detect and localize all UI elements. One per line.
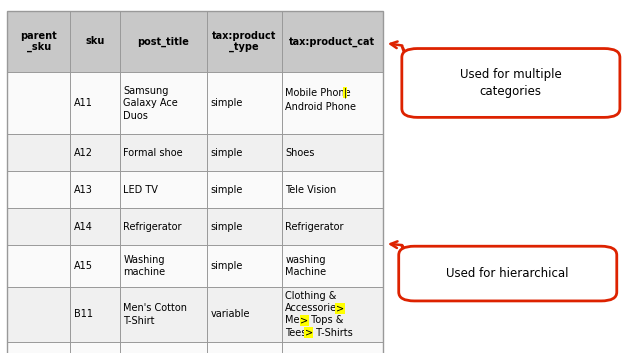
Text: >: >: [336, 303, 344, 313]
Text: A12: A12: [74, 148, 92, 158]
Text: Shoes: Shoes: [285, 148, 315, 158]
Text: A11: A11: [74, 98, 92, 108]
Text: tax:product
_type: tax:product _type: [212, 31, 277, 52]
Text: Tops &: Tops &: [308, 316, 343, 325]
Text: variable: variable: [211, 309, 250, 319]
Text: parent
_sku: parent _sku: [21, 31, 57, 52]
FancyBboxPatch shape: [402, 48, 620, 117]
Text: Tele Vision: Tele Vision: [285, 185, 336, 195]
Polygon shape: [402, 46, 417, 88]
Text: A14: A14: [74, 222, 92, 232]
Text: Used for hierarchical: Used for hierarchical: [447, 267, 569, 280]
Text: Refrigerator: Refrigerator: [285, 222, 344, 232]
Text: simple: simple: [211, 98, 243, 108]
Text: Men: Men: [285, 316, 306, 325]
Text: simple: simple: [211, 261, 243, 271]
Bar: [7, 342, 383, 353]
Text: Samsung
Galaxy Ace
Duos: Samsung Galaxy Ace Duos: [123, 86, 178, 121]
Text: tax:product_cat: tax:product_cat: [289, 36, 376, 47]
Bar: [7, 11, 383, 72]
Text: sku: sku: [85, 36, 105, 47]
Text: simple: simple: [211, 185, 243, 195]
Text: Mobile Phone: Mobile Phone: [285, 88, 351, 98]
Text: washing
Machine: washing Machine: [285, 255, 326, 277]
Text: Accessories: Accessories: [285, 303, 343, 313]
Bar: [7, 208, 383, 245]
Bar: [7, 287, 383, 342]
Text: Clothing &: Clothing &: [285, 291, 336, 301]
Text: >: >: [300, 316, 308, 325]
Bar: [7, 134, 383, 171]
Text: Formal shoe: Formal shoe: [123, 148, 183, 158]
Text: B11: B11: [74, 309, 92, 319]
FancyBboxPatch shape: [399, 246, 617, 301]
Text: T-Shirts: T-Shirts: [313, 328, 353, 337]
Text: A13: A13: [74, 185, 92, 195]
Bar: [7, 171, 383, 208]
Text: A15: A15: [74, 261, 92, 271]
Text: Washing
machine: Washing machine: [123, 255, 166, 277]
Bar: [7, 245, 383, 287]
Text: Men's Cotton
T-Shirt: Men's Cotton T-Shirt: [123, 303, 188, 325]
Text: post_title: post_title: [137, 36, 189, 47]
Text: simple: simple: [211, 148, 243, 158]
Text: LED TV: LED TV: [123, 185, 158, 195]
Text: Refrigerator: Refrigerator: [123, 222, 182, 232]
Text: |: |: [343, 88, 346, 98]
Text: Used for multiple
categories: Used for multiple categories: [460, 68, 562, 98]
Text: Android Phone: Android Phone: [285, 102, 356, 112]
Text: >: >: [305, 328, 313, 337]
Bar: [7, 72, 383, 134]
Bar: [7, 11, 383, 353]
Text: Tees: Tees: [285, 328, 307, 337]
Text: simple: simple: [211, 222, 243, 232]
Polygon shape: [402, 245, 414, 277]
